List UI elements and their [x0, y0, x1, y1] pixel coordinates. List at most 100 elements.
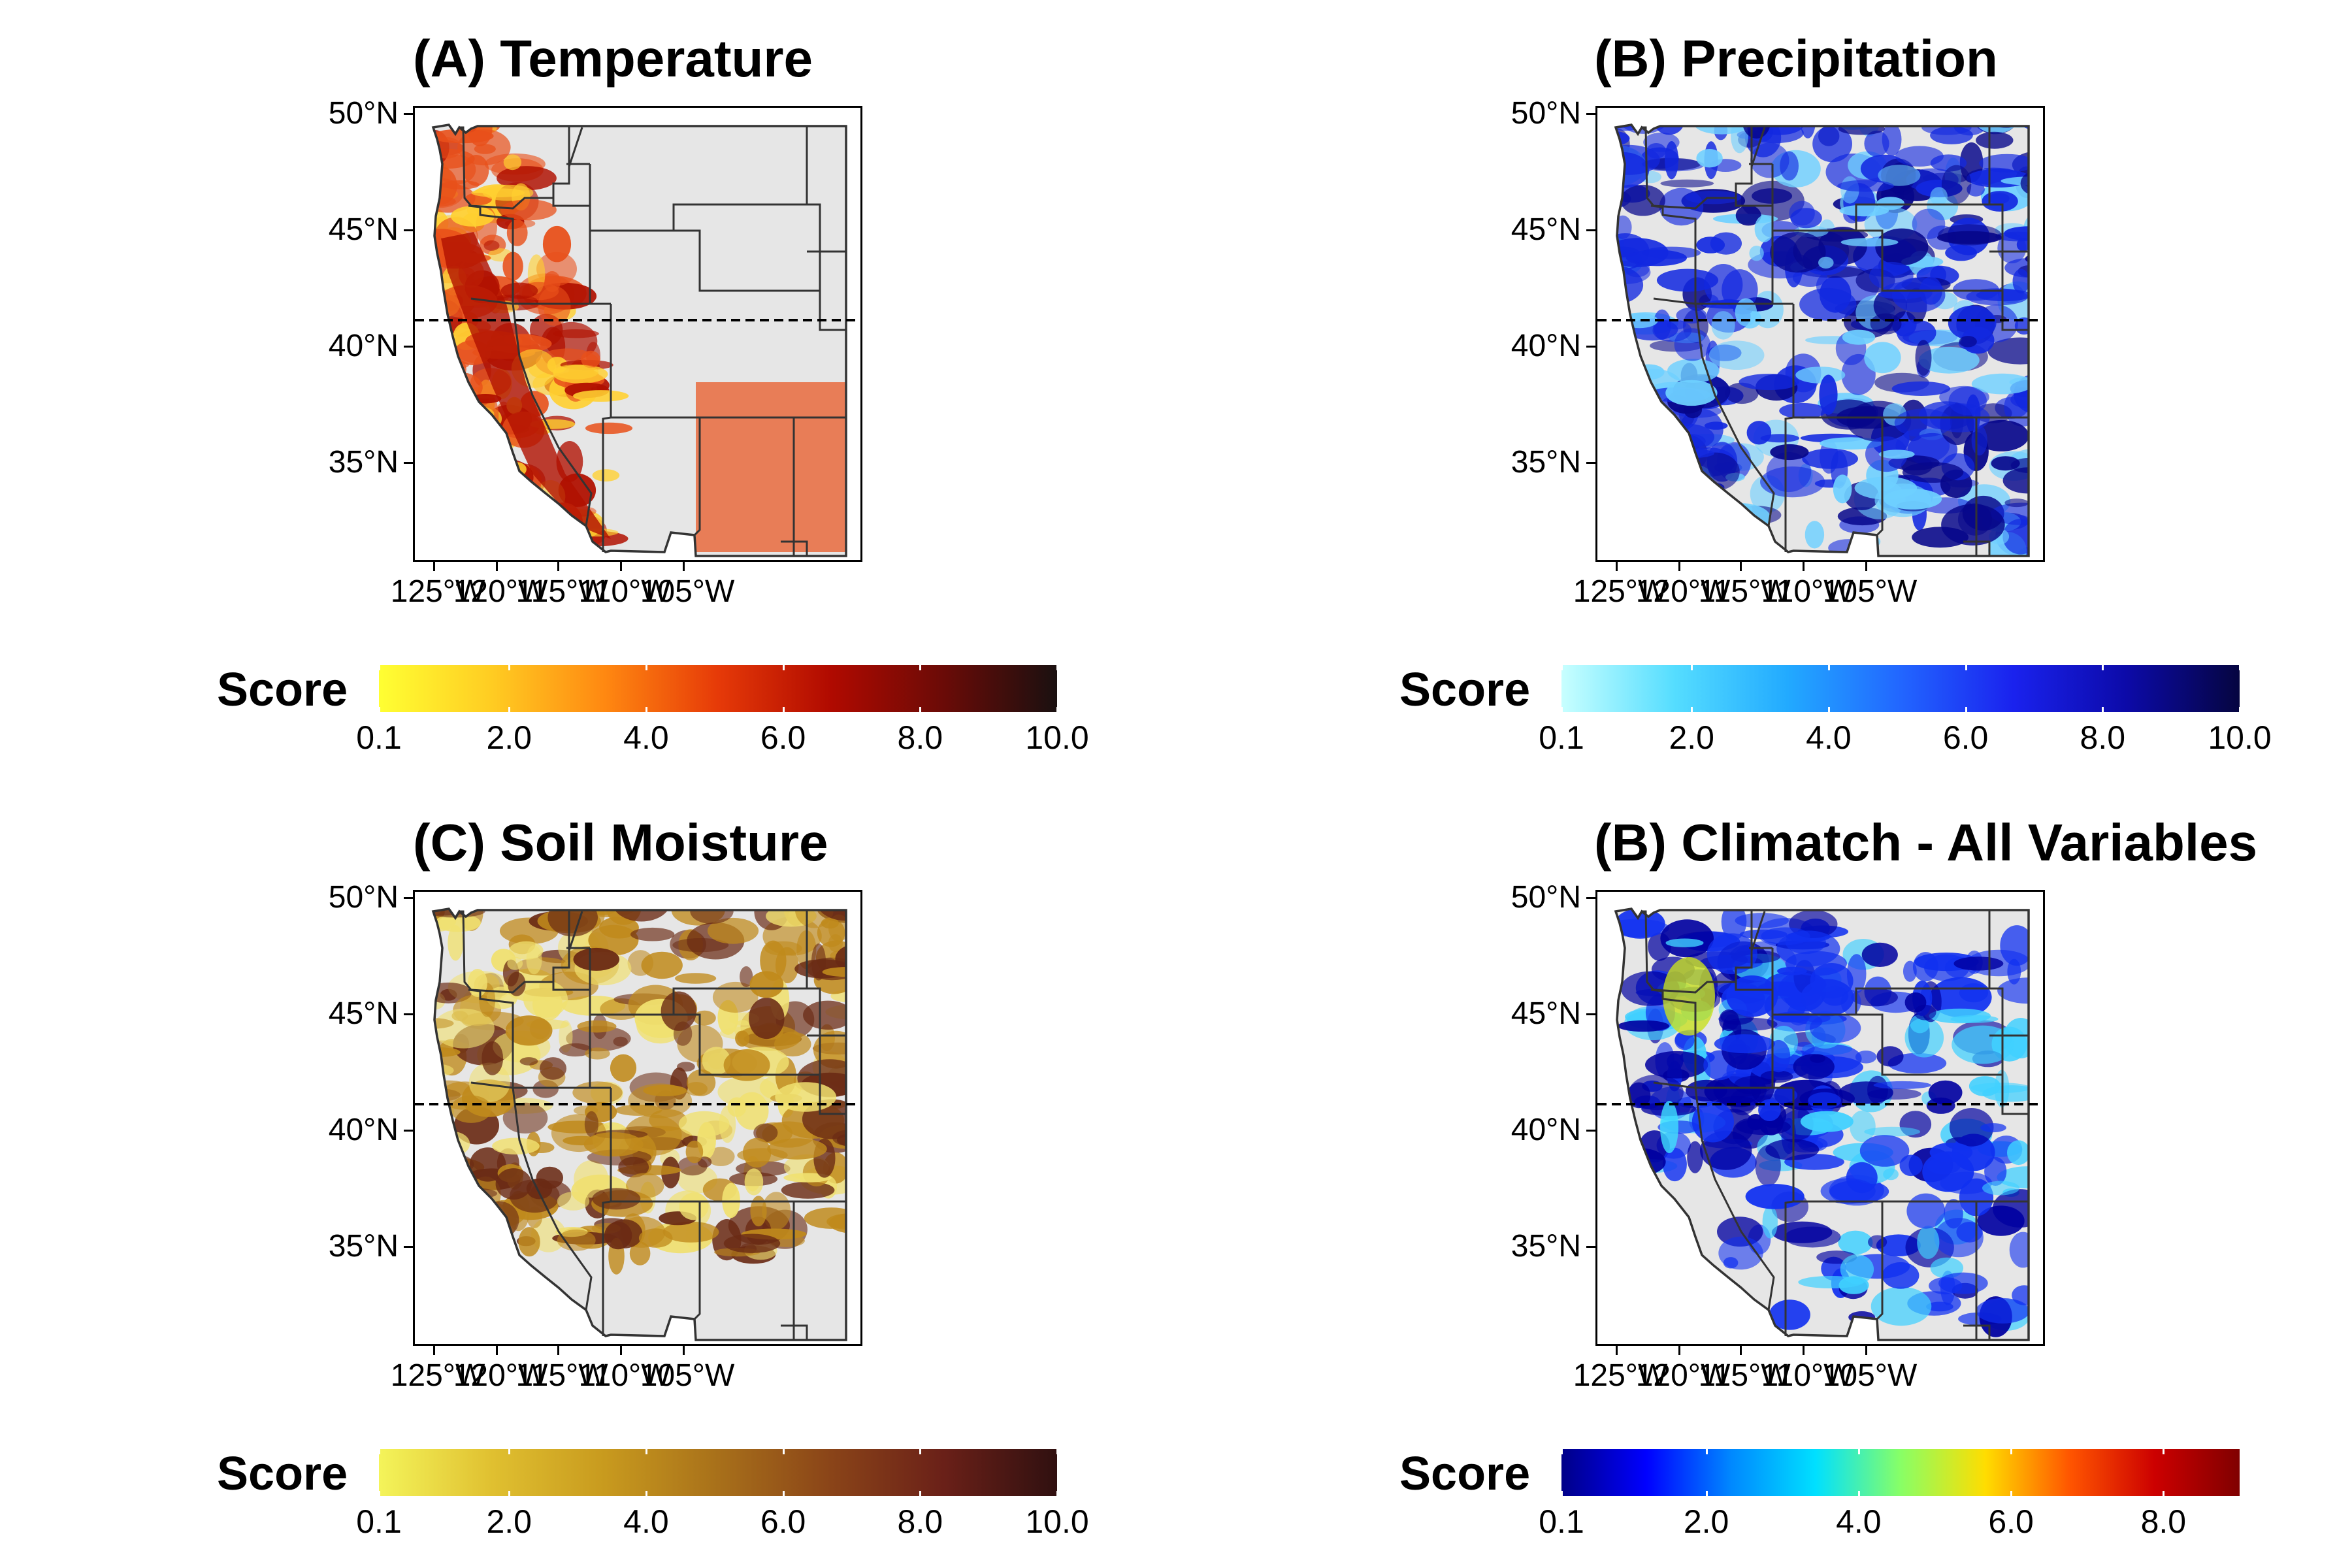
y-tick-label: 45°N: [1511, 212, 1581, 247]
colorbar-tick: [1705, 1449, 1708, 1454]
colorbar-tick: [508, 665, 511, 670]
y-tick-label: 45°N: [328, 996, 399, 1031]
panel-title: (C) Soil Moisture: [413, 813, 828, 872]
y-tick-label: 40°N: [1511, 329, 1581, 363]
state-border: [1963, 1324, 1991, 1340]
colorbar-tick: [2163, 1449, 2165, 1454]
x-tick-label: 110°W: [578, 1358, 671, 1393]
map-canvas: [415, 892, 860, 1344]
colorbar: [379, 665, 1057, 712]
state-border: [1694, 1087, 1775, 1311]
colorbar-tick: [1827, 665, 1830, 670]
x-tick-label: 115°W: [515, 574, 608, 609]
state-border: [459, 910, 570, 994]
x-tick: [1865, 562, 1867, 571]
state-border: [602, 1088, 612, 1336]
colorbar-tick: [1056, 1449, 1058, 1454]
state-border: [512, 1087, 593, 1311]
colorbar-tick: [1857, 1449, 1860, 1454]
y-tick: [1586, 229, 1595, 231]
x-tick-label: 115°W: [1698, 1358, 1791, 1393]
y-tick-label: 40°N: [328, 1113, 399, 1147]
x-tick-label: 105°W: [1822, 1358, 1918, 1393]
state-border: [1989, 987, 2004, 1075]
state-border: [1793, 1200, 1884, 1320]
y-tick: [1586, 1130, 1595, 1132]
colorbar-tick: [919, 1449, 922, 1454]
colorbar-tick: [1056, 1491, 1058, 1496]
colorbar-tick-label: 0.1: [356, 719, 402, 756]
x-tick-label: 125°W: [1573, 1358, 1668, 1393]
y-tick: [1586, 1246, 1595, 1248]
panel-title: (B) Climatch - All Variables: [1594, 813, 2258, 872]
state-border: [1642, 126, 1753, 210]
state-border: [781, 540, 808, 556]
x-tick: [496, 562, 498, 571]
panel-climatch-all: (B) Climatch - All Variables 50°N 45°N 40°…: [1176, 784, 2352, 1568]
map-frame: [1595, 890, 2045, 1346]
colorbar-title: Score: [1399, 1448, 1531, 1500]
x-tick: [620, 562, 622, 571]
colorbar-tick: [1705, 1491, 1708, 1496]
colorbar-tick-label: 8.0: [2140, 1503, 2187, 1540]
colorbar-tick-label: 2.0: [1669, 719, 1714, 756]
state-border: [781, 1324, 808, 1340]
colorbar-tick-label: 2.0: [1683, 1503, 1729, 1540]
state-border: [1750, 127, 1766, 184]
state-border: [1650, 204, 1697, 304]
colorbar-tick-label: 4.0: [1806, 719, 1852, 756]
colorbar-tick: [919, 1491, 922, 1496]
map-canvas: [1597, 108, 2043, 560]
colorbar-tick-label: 4.0: [623, 1503, 669, 1540]
state-border: [1650, 988, 1697, 1088]
x-tick-label: 110°W: [1761, 1358, 1854, 1393]
colorbar-tick: [378, 1449, 380, 1454]
state-border: [1694, 303, 1775, 527]
state-border: [552, 198, 591, 304]
y-tick-label: 50°N: [328, 96, 399, 131]
y-tick: [1586, 462, 1595, 464]
x-tick: [1865, 1346, 1867, 1355]
colorbar-tick: [378, 1491, 380, 1496]
colorbar-tick: [1965, 707, 1967, 712]
y-tick: [1586, 113, 1595, 115]
colorbar-tick-label: 6.0: [760, 719, 806, 756]
panel-soil-moisture: (C) Soil Moisture 50°N 45°N 40°N 35°N 125°W…: [0, 784, 1176, 1568]
colorbar-tick-label: 8.0: [2080, 719, 2126, 756]
x-tick: [433, 562, 435, 571]
x-tick: [683, 1346, 685, 1355]
x-tick-label: 125°W: [390, 1358, 485, 1393]
x-tick: [683, 562, 685, 571]
state-border: [2001, 291, 2029, 331]
x-tick-label: 125°W: [1573, 574, 1668, 609]
state-border: [568, 911, 583, 968]
y-tick-label: 35°N: [1511, 445, 1581, 480]
colorbar-tick-label: 10.0: [2208, 719, 2272, 756]
y-tick-label: 50°N: [1511, 96, 1581, 131]
y-tick-label: 45°N: [1511, 996, 1581, 1031]
y-tick: [1586, 346, 1595, 348]
colorbar-tick: [1691, 665, 1693, 670]
colorbar: [1561, 665, 2240, 712]
colorbar-tick: [2239, 707, 2241, 712]
coastline: [431, 907, 847, 1341]
x-tick-label: 115°W: [515, 1358, 608, 1393]
colorbar-tick: [2102, 707, 2104, 712]
y-tick-label: 50°N: [1511, 880, 1581, 915]
panel-title: (A) Temperature: [413, 29, 813, 88]
state-border: [1735, 982, 1774, 1088]
colorbar-tick-label: 6.0: [1988, 1503, 2034, 1540]
colorbar-tick: [645, 707, 647, 712]
map-frame: [413, 890, 862, 1346]
x-tick-label: 120°W: [453, 1358, 548, 1393]
y-tick-label: 40°N: [328, 329, 399, 363]
colorbar-tick: [508, 707, 511, 712]
x-tick-label: 115°W: [1698, 574, 1791, 609]
colorbar-tick-label: 0.1: [1539, 1503, 1584, 1540]
colorbar-tick-label: 2.0: [486, 1503, 532, 1540]
x-tick: [1740, 1346, 1742, 1355]
colorbar-tick: [1965, 665, 1967, 670]
state-border: [552, 982, 591, 1088]
colorbar-tick: [508, 1491, 511, 1496]
colorbar: [1561, 1449, 2240, 1496]
